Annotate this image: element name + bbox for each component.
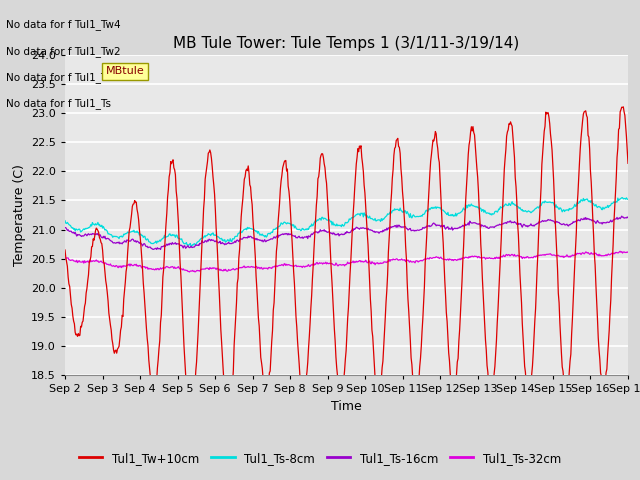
Legend: Tul1_Tw+10cm, Tul1_Ts-8cm, Tul1_Ts-16cm, Tul1_Ts-32cm: Tul1_Tw+10cm, Tul1_Ts-8cm, Tul1_Ts-16cm,… [74, 447, 566, 469]
Y-axis label: Temperature (C): Temperature (C) [13, 164, 26, 266]
Text: No data for f Tul1_Ts: No data for f Tul1_Ts [6, 98, 111, 109]
Text: No data for f Tul1_Tw4: No data for f Tul1_Tw4 [6, 19, 121, 30]
Title: MB Tule Tower: Tule Temps 1 (3/1/11-3/19/14): MB Tule Tower: Tule Temps 1 (3/1/11-3/19… [173, 36, 520, 51]
X-axis label: Time: Time [331, 399, 362, 413]
Text: No data for f Tul1_Tw2: No data for f Tul1_Tw2 [6, 46, 121, 57]
Text: No data for f Tul1_Ts2: No data for f Tul1_Ts2 [6, 72, 118, 83]
Text: MBtule: MBtule [106, 66, 145, 76]
